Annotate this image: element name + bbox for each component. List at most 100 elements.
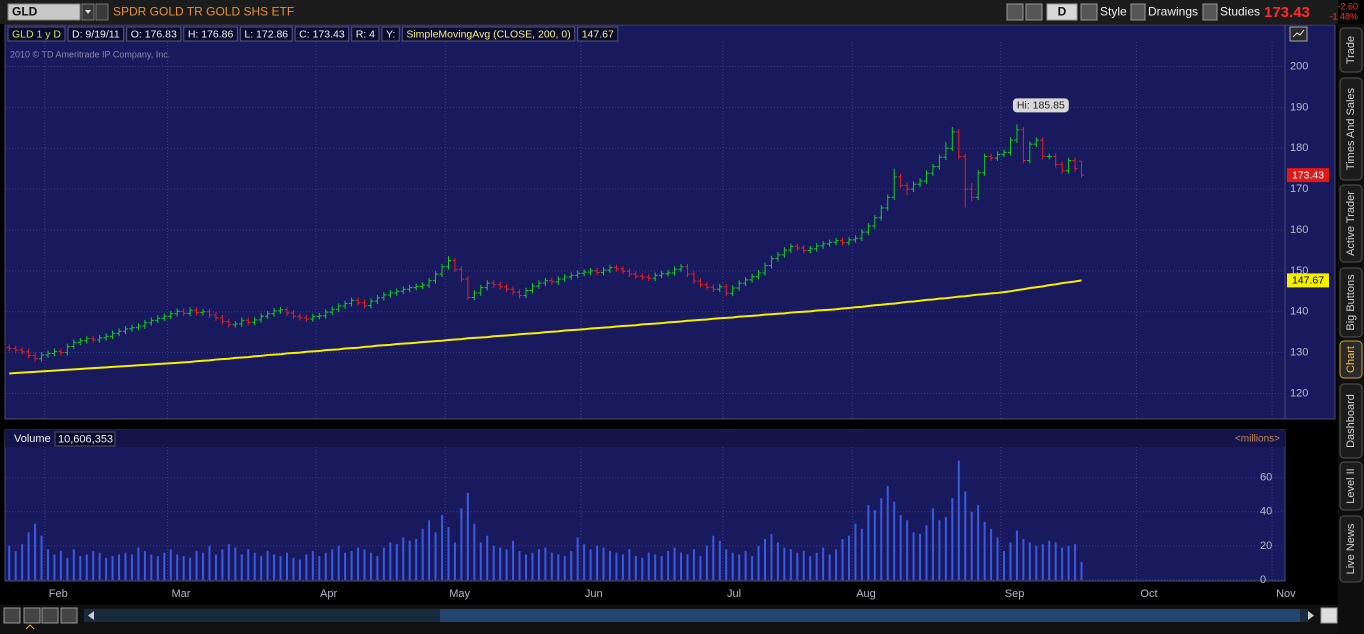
tool-button[interactable] — [1130, 3, 1146, 21]
volume-bar — [621, 554, 624, 580]
volume-bar — [344, 552, 347, 580]
sidebar-tab[interactable] — [1339, 461, 1363, 511]
sidebar-tab-label[interactable]: Active Trader — [1345, 191, 1357, 256]
volume-bar — [1009, 542, 1012, 580]
aggregation: D — [1058, 5, 1067, 19]
scroll-right[interactable] — [1308, 611, 1314, 620]
symbol-input[interactable] — [7, 3, 81, 21]
volume-bar — [1080, 561, 1083, 580]
volume-bar — [699, 556, 702, 580]
volume-tick-label: 60 — [1260, 472, 1272, 484]
volume-bar — [382, 547, 385, 580]
sidebar-tab-label[interactable]: Level II — [1345, 468, 1357, 503]
volume-bar — [550, 552, 553, 580]
volume-bar — [660, 556, 663, 580]
volume-bar — [240, 554, 243, 580]
volume-bar — [337, 545, 340, 580]
drawings-button[interactable]: Drawings — [1148, 5, 1198, 19]
volume-bar — [273, 554, 276, 580]
studies-button[interactable]: Studies — [1220, 5, 1260, 19]
volume-bar — [279, 556, 282, 580]
volume-bar — [641, 557, 644, 580]
link-button[interactable] — [95, 3, 109, 21]
scroll-left[interactable] — [88, 611, 94, 620]
volume-bar — [357, 547, 360, 580]
sidebar-tab-label[interactable]: Live News — [1345, 523, 1357, 574]
high-annotation-box — [1012, 98, 1069, 113]
sidebar-tab-label[interactable]: Trade — [1345, 36, 1357, 64]
volume-bar — [938, 520, 941, 580]
tool-button[interactable] — [1080, 3, 1098, 21]
volume-bar — [537, 549, 540, 580]
volume-bar — [751, 556, 754, 580]
price-panel — [4, 24, 1286, 420]
header-fields: GLD 1 y D D: 9/19/11 O: 176.83 H: 176.86 L: … — [7, 26, 619, 42]
sidebar-tab[interactable] — [1339, 383, 1363, 459]
collapse-arrow[interactable] — [25, 624, 35, 630]
sidebar-tab[interactable] — [1339, 27, 1363, 73]
volume-bar — [298, 559, 301, 580]
tool-button[interactable] — [1202, 3, 1218, 21]
sidebar-tab-label[interactable]: Big Buttons — [1345, 274, 1357, 331]
volume-bar — [221, 549, 224, 580]
sidebar-tab-label[interactable]: Chart — [1345, 346, 1357, 373]
volume-bar — [434, 532, 437, 580]
volume-bar — [473, 523, 476, 580]
study-name: SimpleMovingAvg (CLOSE, 200, 0) — [406, 28, 570, 40]
volume-bar — [130, 554, 133, 580]
volume-bar — [686, 554, 689, 580]
y-tick-label: 140 — [1290, 306, 1308, 318]
volume-bar — [1022, 539, 1025, 580]
header-field: O: 176.83 — [131, 28, 177, 40]
sidebar-tab[interactable] — [1339, 77, 1363, 181]
x-tick-label: Mar — [171, 588, 190, 600]
header-field-box — [381, 26, 400, 42]
volume-bar — [66, 557, 69, 580]
volume-bar — [486, 535, 489, 580]
volume-bar — [34, 523, 37, 580]
volume-bar — [847, 535, 850, 580]
volume-bar — [983, 522, 986, 580]
volume-bar — [369, 552, 372, 580]
zoom-button[interactable] — [3, 607, 21, 624]
header-field: C: 173.43 — [299, 28, 345, 40]
volume-bar — [441, 515, 444, 580]
volume-bar — [809, 556, 812, 580]
volume-bar — [72, 549, 75, 580]
sma-line — [9, 279, 1082, 375]
volume-unit: <millions> — [1235, 434, 1280, 445]
zoom-in-button[interactable] — [23, 607, 41, 624]
marks: 173.43 147.67 Hi: 185.85 — [6, 98, 1329, 580]
volume-bar — [305, 554, 308, 580]
sidebar-tab-label[interactable]: Dashboard — [1345, 394, 1357, 448]
volume-bar — [324, 552, 327, 580]
volume-bar — [505, 549, 508, 580]
zoom-out-button[interactable] — [41, 607, 59, 624]
aggregation-button[interactable] — [1046, 3, 1078, 21]
sidebar-tab[interactable] — [1339, 515, 1363, 583]
volume-bar — [667, 551, 670, 580]
volume-bar — [137, 547, 140, 580]
sidebar-tab[interactable] — [1339, 184, 1363, 263]
expand-button[interactable] — [1320, 607, 1338, 624]
tool-button[interactable] — [1006, 3, 1024, 21]
tool-button[interactable] — [1025, 3, 1043, 21]
sidebar-tab[interactable] — [1339, 267, 1363, 338]
percent-button[interactable] — [60, 607, 78, 624]
style-button[interactable]: Style — [1100, 5, 1127, 19]
volume-bar — [705, 545, 708, 580]
volume-bar — [85, 554, 88, 580]
volume-bar — [518, 551, 521, 580]
volume-bar — [576, 537, 579, 580]
volume-bar — [931, 508, 934, 580]
volume-bar — [253, 552, 256, 580]
sidebar-tab[interactable] — [1339, 340, 1363, 379]
scroll-thumb[interactable] — [440, 609, 1300, 622]
volume-bar — [163, 552, 166, 580]
sidebar-tab-label[interactable]: Times And Sales — [1345, 87, 1357, 170]
volume-bar — [634, 556, 637, 580]
high-annotation: Hi: 185.85 — [1017, 100, 1065, 112]
volume-bar — [718, 540, 721, 580]
volume-tick-label: 20 — [1260, 540, 1272, 552]
